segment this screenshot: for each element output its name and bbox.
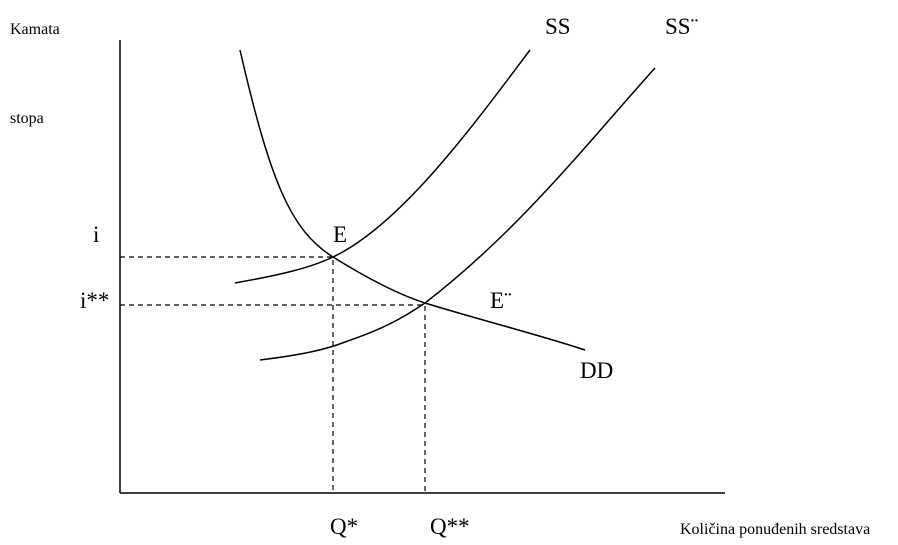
curve-label: SS (545, 14, 571, 39)
level-label: i (93, 222, 99, 247)
curve-label: DD (580, 358, 613, 383)
y-axis-label: Kamata (10, 21, 60, 38)
level-label: Q* (330, 514, 358, 539)
y-axis-label: stopa (10, 110, 44, 127)
level-label: i** (80, 288, 109, 313)
level-label: Q** (430, 514, 470, 539)
curve-label: SS¨ (665, 14, 698, 39)
point-label: E (333, 222, 347, 247)
demand-curve (239, 49, 586, 351)
supply-curve (234, 49, 531, 284)
guide-line (120, 256, 334, 493)
point-label: E¨ (490, 288, 512, 313)
guide-line (120, 304, 426, 493)
x-axis-label: Količina ponuđenih sredstava (680, 521, 870, 538)
supply-shifted-curve (259, 67, 656, 361)
